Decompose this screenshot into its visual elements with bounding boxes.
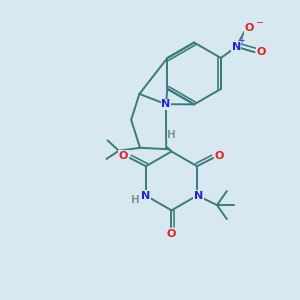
Text: O: O [256, 47, 266, 57]
Text: N: N [194, 190, 203, 201]
Text: N: N [141, 190, 151, 201]
Text: N: N [161, 99, 170, 109]
Text: O: O [118, 151, 128, 160]
Text: H: H [167, 130, 176, 140]
Text: N: N [232, 42, 241, 52]
Text: O: O [244, 23, 254, 33]
Text: O: O [167, 229, 176, 238]
Text: −: − [256, 18, 264, 28]
Text: +: + [238, 36, 244, 45]
Text: O: O [215, 151, 224, 160]
Text: H: H [131, 195, 140, 205]
